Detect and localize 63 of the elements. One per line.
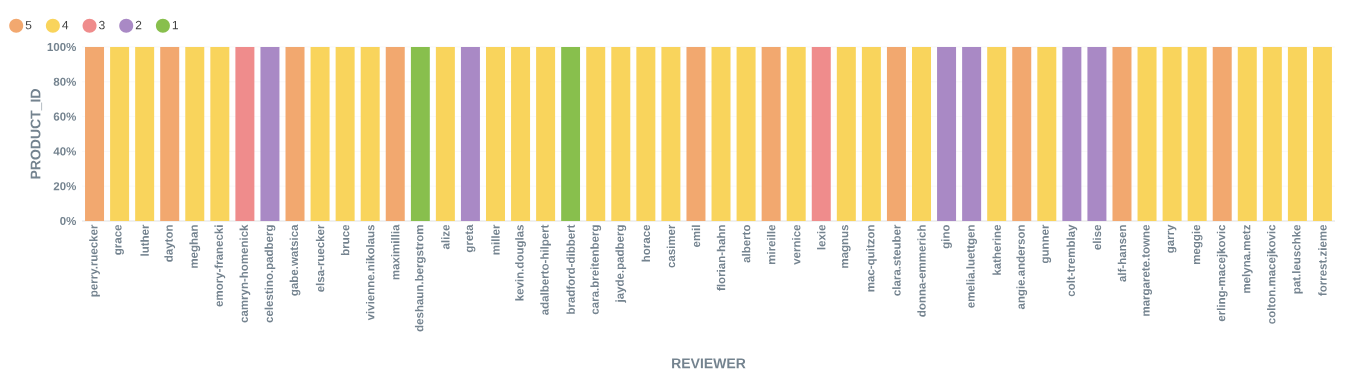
x-tick-label: elise	[1092, 224, 1102, 250]
y-tick-label: 80%	[53, 77, 77, 86]
x-tick-label: cara.breitenberg	[590, 225, 602, 315]
x-tick-label: katherine	[992, 224, 1001, 275]
y-axis-title: PRODUCT_ID	[30, 89, 43, 179]
x-tick-label: emil	[691, 225, 701, 248]
x-tick-label: gunner	[1042, 224, 1052, 264]
x-tick-label: garry	[1167, 224, 1177, 253]
x-tick-label: florian-hahn	[716, 225, 726, 291]
legend-label: 4	[62, 20, 69, 30]
x-tick-label: clara.steuber	[892, 224, 901, 296]
x-tick-label: vernice	[791, 224, 801, 265]
x-tick-label: lexie	[817, 224, 826, 250]
x-tick-label: emory-franecki	[214, 225, 226, 307]
x-tick-label: adalberto-hilpert	[540, 224, 551, 315]
x-tick-label: miller	[491, 224, 500, 255]
legend-label: 2	[135, 20, 142, 30]
x-axis-title: REVIEWER	[672, 358, 746, 369]
y-tick-label: 100%	[47, 42, 77, 52]
x-tick-label: donna-emmerich	[917, 225, 926, 317]
y-tick-label: 40%	[53, 147, 77, 156]
x-tick-label: celestino.padberg	[264, 225, 276, 323]
x-tick-label: mireille	[766, 224, 776, 265]
x-tick-label: vivienne.nikolaus	[365, 224, 375, 321]
x-tick-label: casimer	[666, 224, 676, 268]
x-tick-label: kevin.douglas	[515, 224, 526, 301]
x-tick-label: colton.macejkovic	[1266, 224, 1278, 324]
legend-label: 5	[25, 20, 32, 30]
x-tick-label: grace	[115, 224, 124, 255]
x-tick-label: bradford-dibbert	[566, 224, 575, 314]
y-tick-label: 60%	[53, 112, 77, 121]
legend-label: 3	[99, 20, 105, 30]
y-tick-label: 20%	[53, 182, 77, 191]
x-tick-label: emelia.luettgen	[966, 225, 977, 308]
y-tick-label: 0%	[60, 216, 77, 226]
x-tick-label: erling-macejkovic	[1216, 224, 1228, 322]
x-tick-label: horace	[641, 224, 651, 262]
x-tick-label: colt-tremblay	[1066, 224, 1078, 297]
x-tick-label: bruce	[340, 224, 350, 256]
x-tick-label: deshaun.bergstrom	[414, 225, 426, 332]
x-tick-label: gino	[941, 224, 952, 249]
x-tick-label: meggie	[1191, 224, 1203, 265]
x-tick-label: perry.ruecker	[89, 224, 100, 297]
x-tick-label: angie.anderson	[1016, 225, 1028, 310]
x-tick-label: mac-quitzon	[866, 225, 877, 292]
x-tick-label: maximillia	[391, 224, 400, 280]
x-tick-label: margarete.towne	[1142, 224, 1152, 316]
x-tick-label: pat.leuschke	[1292, 224, 1303, 294]
x-tick-label: magnus	[842, 225, 851, 268]
x-tick-label: elsa-ruecker	[315, 224, 325, 292]
x-tick-label: gabe.watsica	[289, 224, 301, 296]
x-tick-label: forrest.zieme	[1318, 224, 1327, 296]
x-tick-label: dayton	[164, 225, 176, 262]
x-tick-label: alberto	[741, 224, 751, 263]
legend-label: 1	[172, 20, 178, 30]
x-tick-label: alf-hansen	[1117, 225, 1127, 282]
x-tick-label: luther	[140, 224, 149, 256]
x-tick-label: melyna.metz	[1241, 224, 1253, 293]
x-tick-label: greta	[465, 224, 476, 253]
x-tick-label: jayde.padberg	[615, 225, 627, 303]
x-tick-label: meghan	[189, 225, 201, 268]
x-tick-label: alize	[441, 224, 450, 250]
x-tick-label: camryn-homenick	[239, 224, 251, 323]
